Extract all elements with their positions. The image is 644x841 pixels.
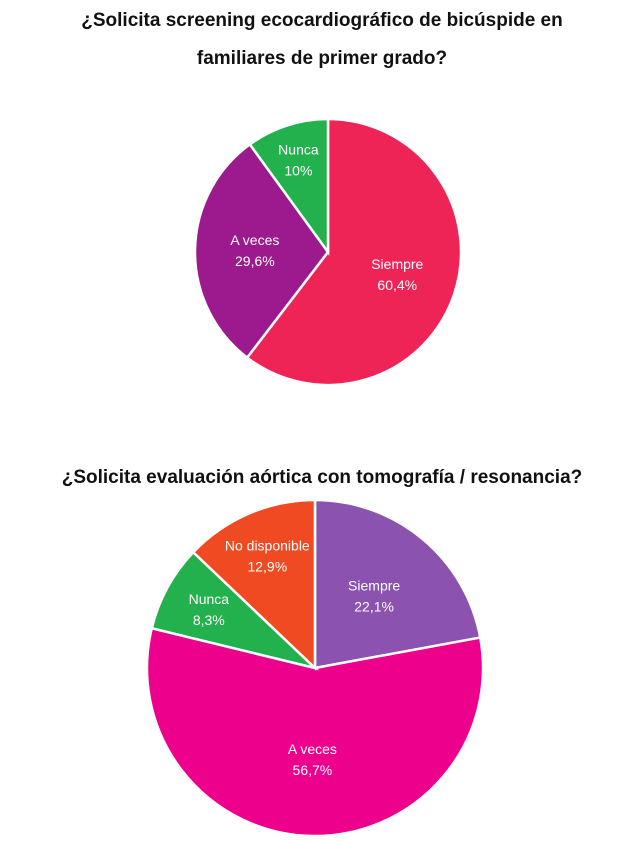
- pie-slice: [191, 498, 317, 671]
- slice-label: Nunca: [189, 591, 230, 607]
- slice-label: Siempre: [348, 578, 400, 594]
- chart-title: ¿Solicita evaluación aórtica con tomogra…: [61, 467, 583, 488]
- pie-slice: [245, 117, 463, 387]
- slice-label: Nunca: [278, 142, 319, 158]
- chart-title-wrap: ¿Solicita screening ecocardiográfico de …: [0, 2, 644, 78]
- pie-slice: [145, 626, 485, 838]
- pie-slice: [248, 117, 330, 256]
- slice-value-label: 56,7%: [293, 762, 333, 778]
- pie-slice: [193, 142, 330, 360]
- slice-label: Siempre: [371, 256, 423, 272]
- slice-value-label: 8,3%: [193, 612, 225, 628]
- slice-value-label: 10%: [284, 163, 312, 179]
- slice-label: No disponible: [225, 538, 310, 554]
- pie-slice: [313, 498, 482, 670]
- slice-label: A veces: [288, 741, 337, 757]
- chart-title: ¿Solicita screening ecocardiográfico de …: [81, 10, 563, 69]
- slice-value-label: 60,4%: [377, 277, 417, 293]
- slice-value-label: 12,9%: [247, 559, 287, 575]
- slice-value-label: 29,6%: [235, 253, 275, 269]
- slice-value-label: 22,1%: [354, 599, 394, 615]
- pie-slice: [150, 550, 320, 671]
- slice-label: A veces: [230, 232, 279, 248]
